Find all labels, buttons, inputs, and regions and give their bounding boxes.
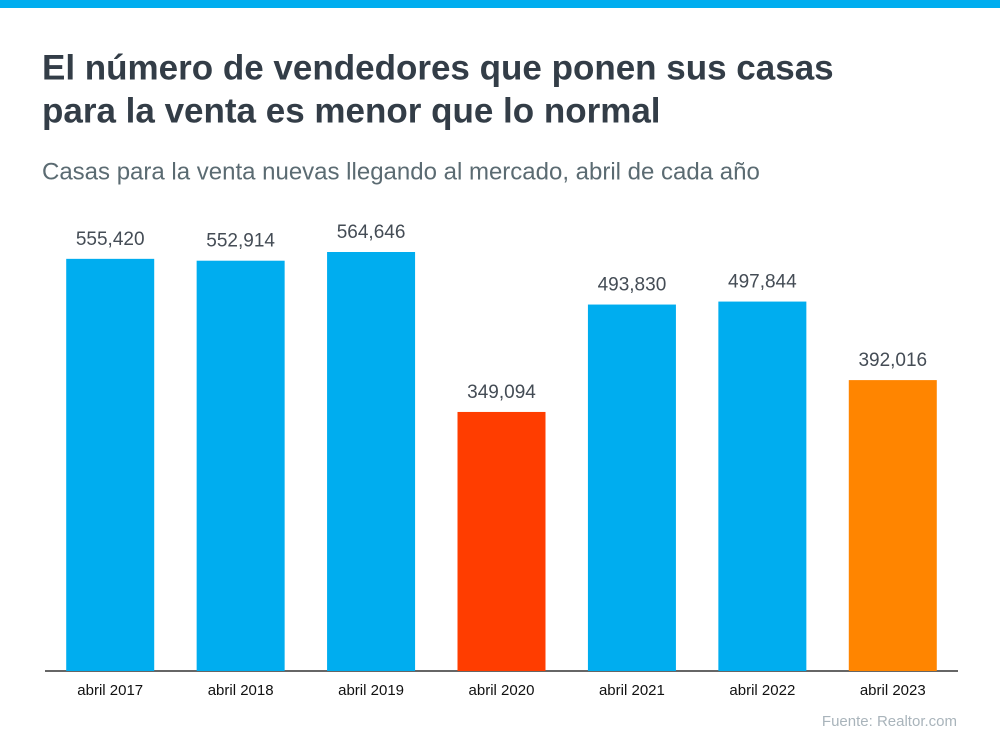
x-tick-label: abril 2020 <box>469 682 535 699</box>
source: Fuente: Realtor.com <box>822 713 957 730</box>
x-tick-label: abril 2021 <box>599 682 665 699</box>
value-label: 497,844 <box>728 272 797 293</box>
bar <box>66 258 155 671</box>
x-tick-label: abril 2017 <box>77 682 143 699</box>
bar <box>196 260 285 671</box>
x-tick-label: abril 2019 <box>338 682 404 699</box>
value-label: 493,830 <box>598 275 667 296</box>
bar <box>457 411 546 671</box>
bar <box>327 252 416 671</box>
value-label: 392,016 <box>858 350 927 371</box>
value-label: 552,914 <box>206 231 275 252</box>
value-label: 564,646 <box>337 222 406 243</box>
bar <box>848 380 937 671</box>
chart-title-line1: El número de vendedores que ponen sus ca… <box>42 48 834 87</box>
x-tick-label: abril 2023 <box>860 682 926 699</box>
chart-subtitle: Casas para la venta nuevas llegando al m… <box>42 158 760 185</box>
top-strip <box>0 0 1000 8</box>
value-label: 555,420 <box>76 229 145 250</box>
x-tick-label: abril 2022 <box>729 682 795 699</box>
chart-title-line2: para la venta es menor que lo normal <box>42 91 661 130</box>
bar <box>718 301 807 671</box>
value-label: 349,094 <box>467 382 536 403</box>
bar <box>587 304 676 671</box>
x-tick-label: abril 2018 <box>208 682 274 699</box>
